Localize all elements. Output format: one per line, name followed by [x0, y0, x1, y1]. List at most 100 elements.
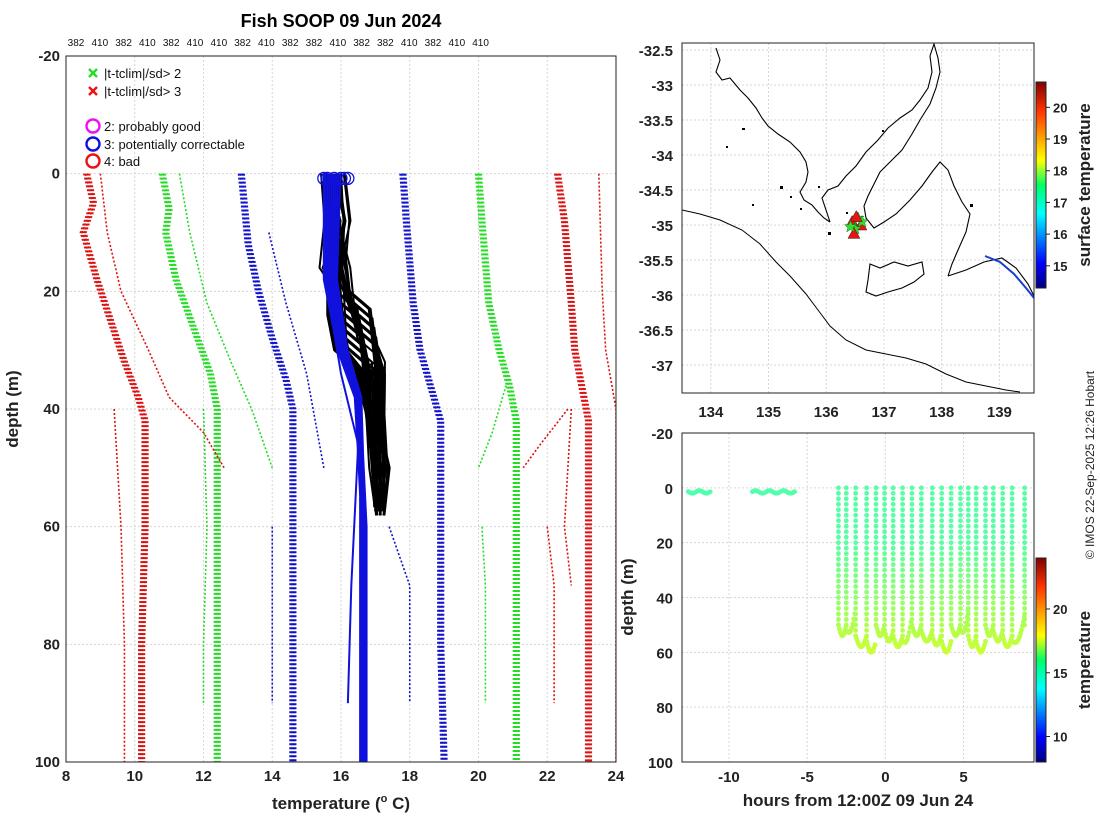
- dive-point: [939, 589, 945, 595]
- dive-point: [836, 512, 841, 518]
- dive-point: [918, 556, 924, 562]
- dive-point: [958, 578, 963, 584]
- profile-ticks: 8 10 12 14 16 18 20 22 24 -20 0 20 40 60 80 100: [35, 48, 625, 785]
- dive-point: [873, 496, 879, 502]
- map-axes-frame: [681, 42, 1035, 394]
- dive-point: [882, 606, 887, 611]
- dive-point: [843, 567, 849, 573]
- dive-point: [990, 567, 996, 573]
- dive-point: [929, 595, 935, 600]
- climatology-lines: [79, 173, 616, 762]
- dive-point: [873, 606, 879, 611]
- clim-1sd-low: [239, 173, 293, 762]
- dive-point: [1009, 606, 1015, 611]
- dive-point: [1000, 496, 1006, 502]
- dive-point: [929, 628, 935, 633]
- profile-ytick-label: 40: [43, 401, 60, 418]
- climatology-spread: [202, 408, 208, 704]
- dive-point: [983, 567, 988, 573]
- dive-point: [843, 529, 849, 535]
- dive-point: [864, 562, 870, 567]
- profile-legend: |t-tclim|/sd> 2 |t-tclim|/sd> 3 2: probabl…: [85, 66, 245, 169]
- dive-point: [909, 518, 915, 524]
- dive-point: [990, 490, 996, 496]
- dive-point: [1000, 540, 1006, 546]
- dive-point: [882, 485, 887, 491]
- dive-point: [983, 490, 988, 496]
- dive-point: [909, 496, 915, 502]
- dive-point: [890, 595, 896, 600]
- dive-point: [929, 573, 935, 578]
- clim-1sd-low: [239, 173, 295, 762]
- dive-point: [973, 562, 979, 567]
- dive-point: [958, 562, 963, 567]
- dive-point: [939, 496, 945, 502]
- dive-point: [909, 512, 915, 518]
- dive-point: [890, 512, 896, 518]
- timeseries-xtick-label: 0: [881, 769, 889, 786]
- dive-point: [939, 523, 945, 529]
- dive-point: [965, 529, 971, 535]
- profile-xtick-label: 20: [470, 768, 487, 785]
- dive-point: [965, 556, 971, 562]
- dive-point: [965, 567, 971, 573]
- dive-point: [873, 507, 879, 513]
- dive-point: [882, 551, 887, 557]
- dive-point: [900, 595, 905, 600]
- dive-point: [1000, 573, 1006, 578]
- dive-point: [864, 529, 870, 535]
- top-id-label: 410: [329, 38, 346, 49]
- dive-point: [864, 490, 870, 496]
- dive-point: [918, 617, 924, 622]
- dive-point: [900, 589, 905, 595]
- dive-point: [909, 551, 915, 557]
- dive-point: [836, 496, 841, 502]
- dive-point: [1022, 622, 1028, 628]
- dive-point: [909, 562, 915, 567]
- timeseries-ytick-label: 60: [656, 645, 673, 662]
- bottom-point: [983, 622, 988, 628]
- dive-point: [973, 490, 979, 496]
- dive-point: [864, 551, 870, 557]
- dive-point: [990, 617, 996, 622]
- dive-point: [843, 622, 849, 628]
- dive-point: [1022, 485, 1028, 491]
- dive-point: [958, 523, 963, 529]
- clim-1sd-low: [241, 173, 296, 762]
- dive-point: [958, 529, 963, 535]
- dive-point: [890, 529, 896, 535]
- dive-point: [965, 611, 971, 617]
- dive-point: [1022, 545, 1028, 551]
- bottom-point: [983, 638, 988, 644]
- dive-point: [958, 573, 963, 578]
- dive-point: [843, 534, 849, 540]
- copyright-notice: © IMOS 22-Sep-2025 12:26 Hobart: [1083, 370, 1097, 559]
- dive-point: [983, 578, 988, 584]
- dive-point: [918, 562, 924, 567]
- dive-point: [965, 512, 971, 518]
- dive-point: [882, 622, 887, 628]
- dive-point: [890, 523, 896, 529]
- dive-point: [1022, 507, 1028, 513]
- dive-point: [900, 622, 905, 628]
- dive-point: [1009, 628, 1015, 633]
- climatology-spread: [546, 526, 555, 704]
- dive-point: [1009, 573, 1015, 578]
- dive-point: [843, 496, 849, 502]
- dive-point: [948, 485, 954, 491]
- dive-point: [990, 578, 996, 584]
- dive-point: [973, 600, 979, 606]
- map-ytick-label: -34: [651, 148, 673, 165]
- top-id-label: 382: [425, 38, 442, 49]
- rejected-profile-line: [335, 173, 379, 515]
- dive-point: [1000, 584, 1006, 589]
- bottom-point: [872, 642, 878, 648]
- dive-point: [1009, 556, 1015, 562]
- dive-point: [983, 600, 988, 606]
- flag-circle: [341, 171, 355, 186]
- dive-point: [990, 545, 996, 551]
- dive-point: [864, 589, 870, 595]
- dive-point: [973, 578, 979, 584]
- map-ytick-label: -34.5: [639, 183, 673, 200]
- dive-point: [909, 584, 915, 589]
